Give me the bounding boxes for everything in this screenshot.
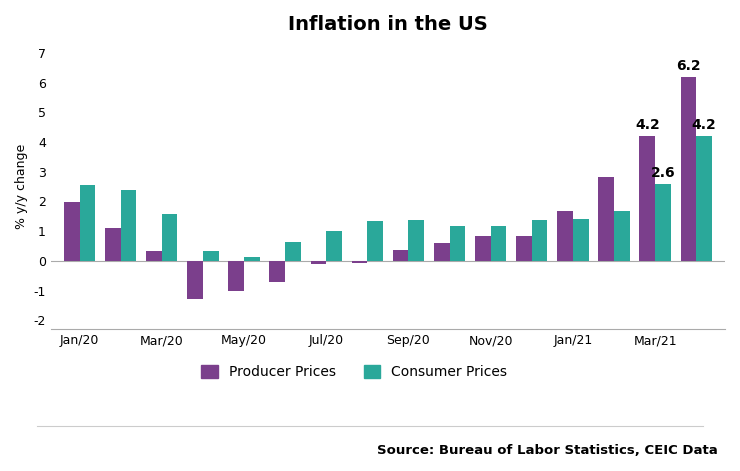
Text: 4.2: 4.2 — [635, 118, 659, 132]
Text: 2.6: 2.6 — [650, 166, 675, 180]
Title: Inflation in the US: Inflation in the US — [288, 15, 488, 34]
Bar — [393, 251, 408, 261]
Text: 4.2: 4.2 — [692, 118, 716, 132]
Bar — [557, 211, 573, 261]
Bar — [517, 236, 532, 261]
Bar — [408, 220, 424, 261]
Bar — [532, 220, 548, 261]
Bar — [311, 261, 326, 264]
Bar — [203, 251, 218, 261]
Bar — [475, 236, 491, 261]
Bar — [64, 202, 80, 261]
Bar — [121, 190, 136, 261]
Bar — [147, 251, 162, 261]
Bar — [80, 185, 95, 261]
Bar — [105, 228, 121, 261]
Bar — [639, 136, 655, 261]
Bar — [614, 211, 630, 261]
Bar — [244, 257, 260, 261]
Bar — [352, 261, 367, 263]
Bar — [681, 77, 696, 261]
Bar — [285, 242, 300, 261]
Bar — [599, 177, 614, 261]
Bar — [450, 226, 465, 261]
Text: 6.2: 6.2 — [676, 59, 701, 73]
Bar — [269, 261, 285, 282]
Bar — [326, 231, 342, 261]
Bar — [696, 136, 712, 261]
Bar — [229, 261, 244, 291]
Bar — [162, 214, 178, 261]
Bar — [367, 221, 383, 261]
Legend: Producer Prices, Consumer Prices: Producer Prices, Consumer Prices — [201, 365, 508, 379]
Bar — [573, 219, 588, 261]
Bar — [491, 226, 506, 261]
Bar — [187, 261, 203, 300]
Y-axis label: % y/y change: % y/y change — [15, 144, 28, 229]
Text: Source: Bureau of Labor Statistics, CEIC Data: Source: Bureau of Labor Statistics, CEIC… — [377, 444, 718, 457]
Bar — [434, 243, 450, 261]
Bar — [655, 184, 670, 261]
